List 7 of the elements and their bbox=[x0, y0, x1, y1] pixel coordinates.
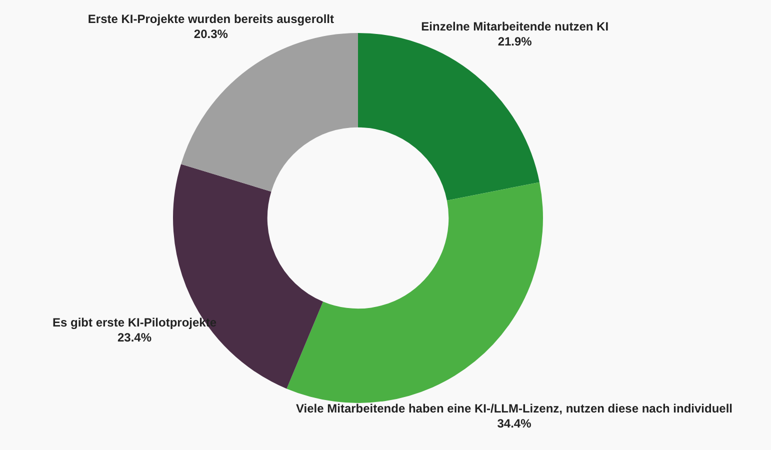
data-label: 23.4% bbox=[117, 330, 152, 344]
data-label: 34.4% bbox=[497, 416, 532, 431]
slice-label: Einzelne Mitarbeitende nutzen KI bbox=[421, 20, 609, 34]
slice-label: Viele Mitarbeitende haben eine KI-/LLM-Lizenz, nutzen diese nach individuell bbox=[296, 402, 733, 416]
slice-label: Erste KI-Projekte wurden bereits ausgerollt bbox=[88, 12, 334, 26]
data-label: 20.3% bbox=[194, 26, 228, 41]
data-label: 21.9% bbox=[498, 34, 532, 48]
